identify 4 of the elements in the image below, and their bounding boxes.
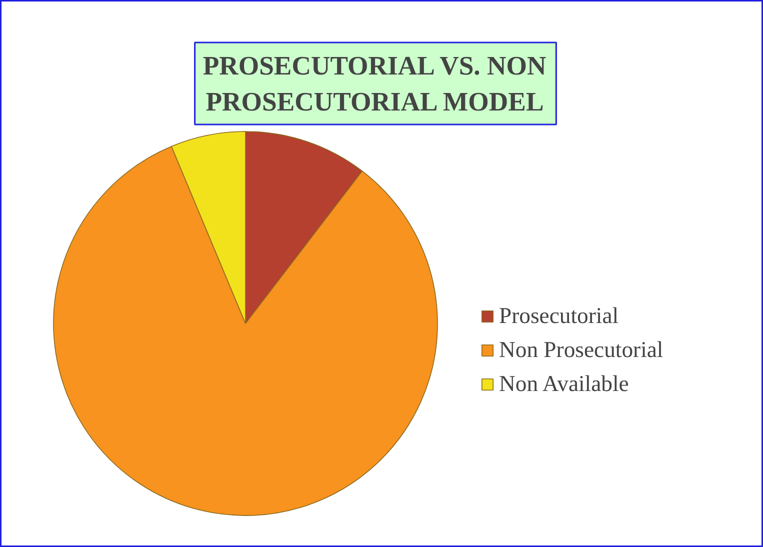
legend-label: Non Available [499,371,629,397]
legend-label: Prosecutorial [499,303,619,329]
legend-label: Non Prosecutorial [499,337,664,363]
chart-title: PROSECUTORIAL VS. NON PROSECUTORIAL MODEL [202,50,546,116]
